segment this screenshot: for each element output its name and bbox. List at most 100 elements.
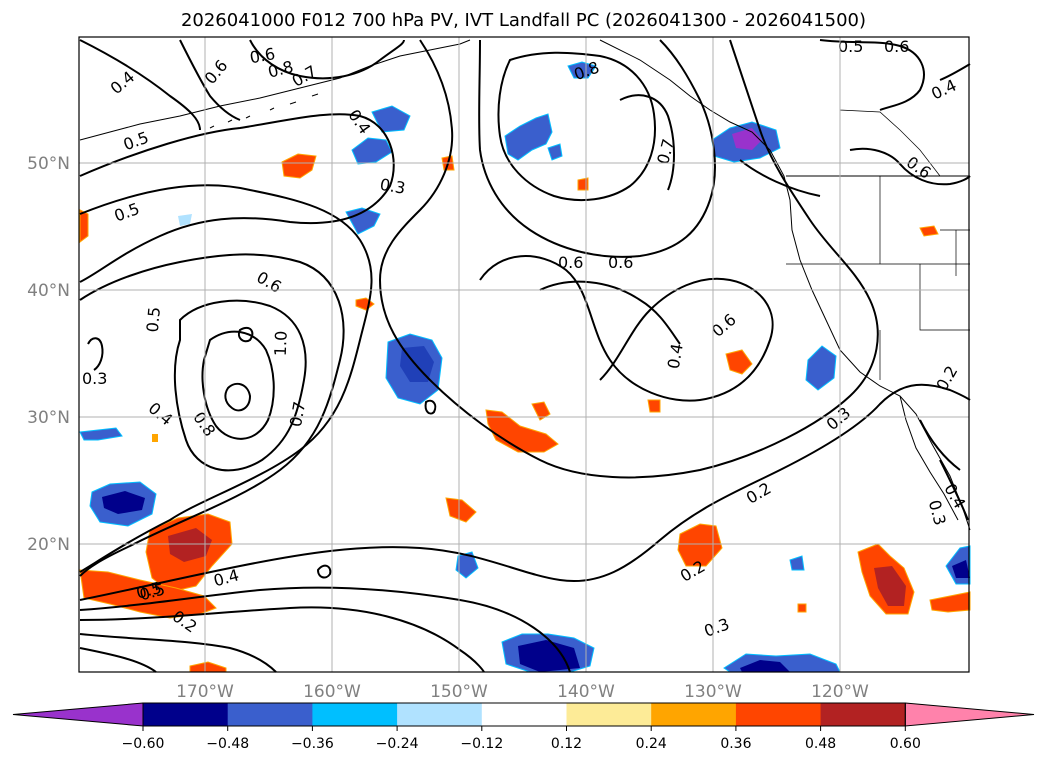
contour-label: 0.4 [344,106,374,138]
pos-blob [79,209,89,243]
contour-line [939,63,971,81]
neg-blob [805,345,837,391]
contour-line [79,383,971,601]
colorbar-segment [651,703,737,726]
pos-blob [189,661,227,673]
contour-label: 0.5 [143,306,164,333]
neg-blob [371,105,411,133]
contour-line [478,39,716,258]
contour-label: 0.5 [112,199,142,226]
lat-label: 40°N [27,281,70,301]
neg-blob [345,207,381,235]
contour-label: 0.4 [107,67,139,98]
graticule [79,37,969,672]
contour-label: 0.3 [925,498,950,528]
contour-line [79,253,345,577]
aleutian-islands [209,93,319,129]
contour-label: 0.3 [378,175,406,198]
contour-line [619,94,675,191]
pos-blob [919,225,939,237]
contour-line [249,39,405,80]
colorbar-segment [312,703,398,726]
contour-line [79,647,157,673]
contour-label: 0.6 [884,37,909,56]
contour-line [87,337,104,371]
contour-line [173,299,307,472]
baja-peninsula [899,395,959,521]
contour-line [79,633,277,673]
coastlines [79,39,971,531]
contour-label: 0.8 [189,408,219,440]
neg-blob [952,560,970,578]
colorbar-extend-max [904,702,1035,727]
neg-blob [102,491,145,514]
neg-blob [789,555,805,571]
contour-label: 0.3 [82,369,107,388]
pos-blob [797,603,807,613]
gulf-of-alaska-coast [599,39,971,531]
pos-blob [929,591,971,613]
contour-line [79,184,373,573]
contour-label: 0.7 [289,61,321,90]
lon-label: 120°W [811,682,869,702]
colorbar-tick-label: 0.12 [551,736,582,752]
pos-blob [485,409,559,453]
contour-label: 0.3 [702,614,732,641]
contour-line [819,39,925,111]
pos-blob [168,528,212,562]
colorbar-segment [143,703,229,726]
contour-label: 0.2 [932,362,961,394]
contour-label: 0.6 [903,152,935,182]
map-title: 2026041000 F012 700 hPa PV, IVT Landfall… [180,10,867,31]
contour-line [79,606,485,673]
contour-label: 1.0 [271,330,291,356]
contour-label: 0.4 [211,565,241,590]
lat-label: 20°N [27,535,70,555]
pos-blob [531,401,551,421]
lon-label: 170°W [176,682,234,702]
neg-blob [732,128,762,150]
lon-label: 130°W [684,682,742,702]
map-frame [78,36,970,673]
lon-label: 160°W [303,682,361,702]
alaska-aleutian-coast [79,39,471,141]
colorbar-segment [227,703,313,726]
lon-axis: 170°W 160°W 150°W 140°W 130°W 120°W [176,682,869,702]
contour-label: 0.7 [286,400,309,428]
pos-blob [725,349,753,375]
neg-blob [518,640,580,672]
neg-blob [351,137,393,165]
contour-label: 0.4 [664,342,687,370]
colorbar-tick-label: −0.48 [206,736,249,752]
contour-line [201,330,275,440]
colorbar-tick-label: −0.60 [122,736,165,752]
colorbar-tick-label: −0.12 [460,736,503,752]
neg-blob [504,113,553,161]
contour-line [919,419,961,471]
lon-label: 150°W [430,682,488,702]
colorbar-segment [735,703,822,726]
contour-label: 0.6 [558,253,583,272]
pos-blob [874,566,906,606]
contour-line [424,399,437,415]
contour-label: 0.4 [145,398,177,429]
contour-label: 0.6 [608,253,633,272]
pos-blob [677,523,723,567]
neg-blob [79,427,123,441]
colorbar-segment [566,703,652,726]
pos-blob [647,399,661,413]
neg-blob [455,551,479,579]
contour-label: 0.2 [743,478,775,507]
colorbar-segment [820,703,906,726]
pv-contours [79,39,971,673]
contour-label: 0.4 [928,75,959,103]
colorbar-tick-label: 0.60 [890,736,921,752]
contour-line [79,39,201,131]
contour-line [79,113,395,283]
neg-blob [547,143,563,161]
colorbar-tick-label: 0.24 [636,736,667,752]
pos-blob [152,434,158,442]
neg-blob [178,214,192,226]
pv-shading [79,61,971,673]
